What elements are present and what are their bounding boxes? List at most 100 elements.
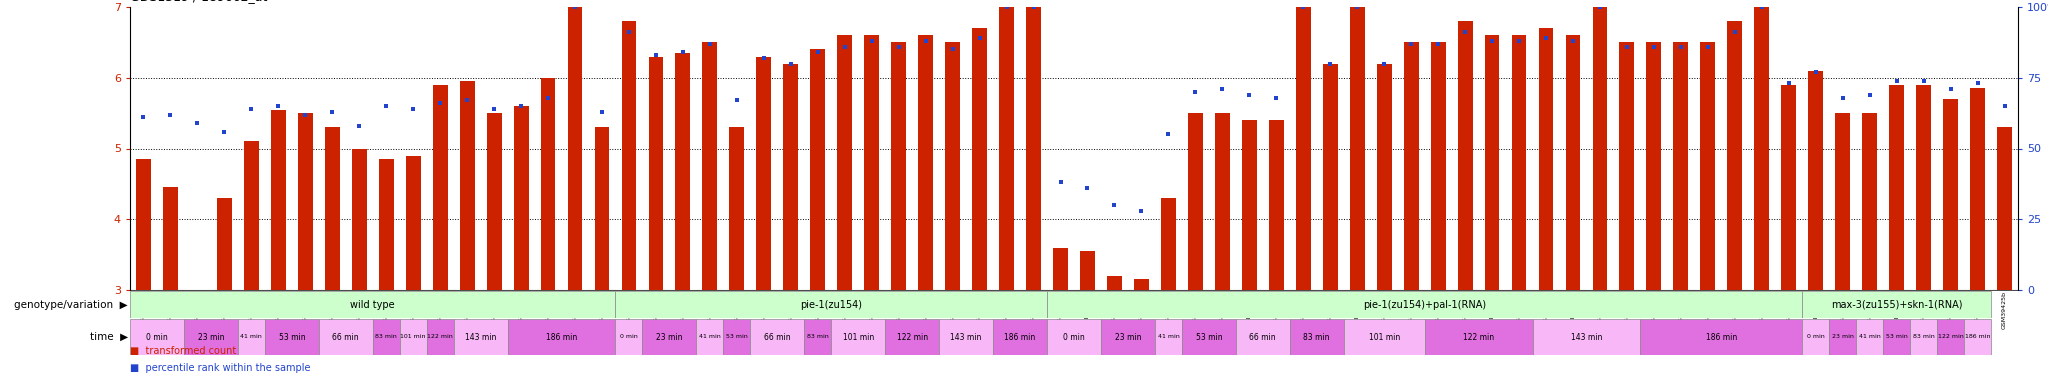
- Bar: [319, 319, 373, 355]
- Bar: [999, 7, 1014, 290]
- Bar: [270, 110, 287, 290]
- Bar: [1296, 7, 1311, 290]
- Text: 23 min: 23 min: [1114, 333, 1141, 342]
- Bar: [1102, 319, 1155, 355]
- Text: 23 min: 23 min: [199, 333, 223, 342]
- Text: 66 min: 66 min: [764, 333, 791, 342]
- Text: 186 min: 186 min: [547, 333, 578, 342]
- Bar: [1917, 85, 1931, 290]
- Bar: [129, 291, 616, 318]
- Bar: [918, 35, 934, 290]
- Bar: [373, 319, 399, 355]
- Text: 23 min: 23 min: [1831, 334, 1853, 339]
- Bar: [184, 319, 238, 355]
- Text: 143 min: 143 min: [1571, 333, 1602, 342]
- Bar: [459, 81, 475, 290]
- Text: ■  percentile rank within the sample: ■ percentile rank within the sample: [129, 363, 311, 373]
- Bar: [1673, 42, 1688, 290]
- Text: 66 min: 66 min: [332, 333, 358, 342]
- Bar: [264, 319, 319, 355]
- Text: 0 min: 0 min: [145, 333, 168, 342]
- Text: GDS1319 / 189662_at: GDS1319 / 189662_at: [129, 0, 268, 3]
- Text: 41 min: 41 min: [1157, 334, 1180, 339]
- Bar: [1640, 319, 1802, 355]
- Text: 41 min: 41 min: [240, 334, 262, 339]
- Bar: [1802, 319, 1829, 355]
- Bar: [1647, 42, 1661, 290]
- Bar: [1511, 35, 1526, 290]
- Bar: [1829, 319, 1855, 355]
- Bar: [1047, 291, 1802, 318]
- Text: 83 min: 83 min: [1913, 334, 1935, 339]
- Text: 0 min: 0 min: [621, 334, 637, 339]
- Bar: [1835, 113, 1849, 290]
- Bar: [1862, 113, 1878, 290]
- Bar: [811, 50, 825, 290]
- Bar: [594, 127, 610, 290]
- Bar: [135, 159, 152, 290]
- Bar: [217, 198, 231, 290]
- Bar: [1235, 319, 1290, 355]
- Text: 186 min: 186 min: [1004, 333, 1036, 342]
- Text: 122 min: 122 min: [1462, 333, 1495, 342]
- Bar: [838, 35, 852, 290]
- Bar: [973, 28, 987, 290]
- Bar: [616, 319, 643, 355]
- Bar: [406, 156, 420, 290]
- Bar: [1026, 7, 1040, 290]
- Bar: [750, 319, 805, 355]
- Bar: [164, 188, 178, 290]
- Bar: [1620, 42, 1634, 290]
- Bar: [885, 319, 940, 355]
- Bar: [891, 42, 905, 290]
- Text: max-3(zu155)+skn-1(RNA): max-3(zu155)+skn-1(RNA): [1831, 300, 1962, 309]
- Bar: [1532, 319, 1640, 355]
- Text: 83 min: 83 min: [807, 334, 829, 339]
- Bar: [1755, 7, 1769, 290]
- Text: pie-1(zu154)+pal-1(RNA): pie-1(zu154)+pal-1(RNA): [1364, 300, 1487, 309]
- Text: 53 min: 53 min: [725, 334, 748, 339]
- Bar: [1108, 276, 1122, 290]
- Text: 53 min: 53 min: [279, 333, 305, 342]
- Bar: [1802, 291, 1991, 318]
- Bar: [1458, 21, 1473, 290]
- Bar: [946, 42, 961, 290]
- Text: ■  transformed count: ■ transformed count: [129, 346, 236, 356]
- Bar: [1182, 319, 1235, 355]
- Bar: [616, 291, 1047, 318]
- Text: 66 min: 66 min: [1249, 333, 1276, 342]
- Bar: [729, 127, 743, 290]
- Bar: [326, 127, 340, 290]
- Bar: [1538, 28, 1554, 290]
- Text: 83 min: 83 min: [1303, 333, 1329, 342]
- Bar: [1944, 99, 1958, 290]
- Text: 0 min: 0 min: [1063, 333, 1085, 342]
- Bar: [455, 319, 508, 355]
- Bar: [1135, 279, 1149, 290]
- Bar: [702, 42, 717, 290]
- Bar: [1343, 319, 1425, 355]
- Bar: [1700, 42, 1716, 290]
- Text: 83 min: 83 min: [375, 334, 397, 339]
- Bar: [1964, 319, 1991, 355]
- Text: 101 min: 101 min: [401, 334, 426, 339]
- Bar: [1161, 198, 1176, 290]
- Bar: [1432, 42, 1446, 290]
- Bar: [831, 319, 885, 355]
- Bar: [805, 319, 831, 355]
- Text: 122 min: 122 min: [428, 334, 453, 339]
- Bar: [676, 53, 690, 290]
- Text: 122 min: 122 min: [1937, 334, 1964, 339]
- Text: 186 min: 186 min: [1706, 333, 1737, 342]
- Bar: [1241, 120, 1257, 290]
- Text: 53 min: 53 min: [1196, 333, 1223, 342]
- Text: 41 min: 41 min: [1860, 334, 1880, 339]
- Bar: [487, 113, 502, 290]
- Bar: [1565, 35, 1581, 290]
- Bar: [1323, 64, 1337, 290]
- Bar: [541, 78, 555, 290]
- Bar: [432, 85, 449, 290]
- Text: 53 min: 53 min: [1886, 334, 1907, 339]
- Bar: [1188, 113, 1202, 290]
- Text: genotype/variation  ▶: genotype/variation ▶: [14, 300, 127, 309]
